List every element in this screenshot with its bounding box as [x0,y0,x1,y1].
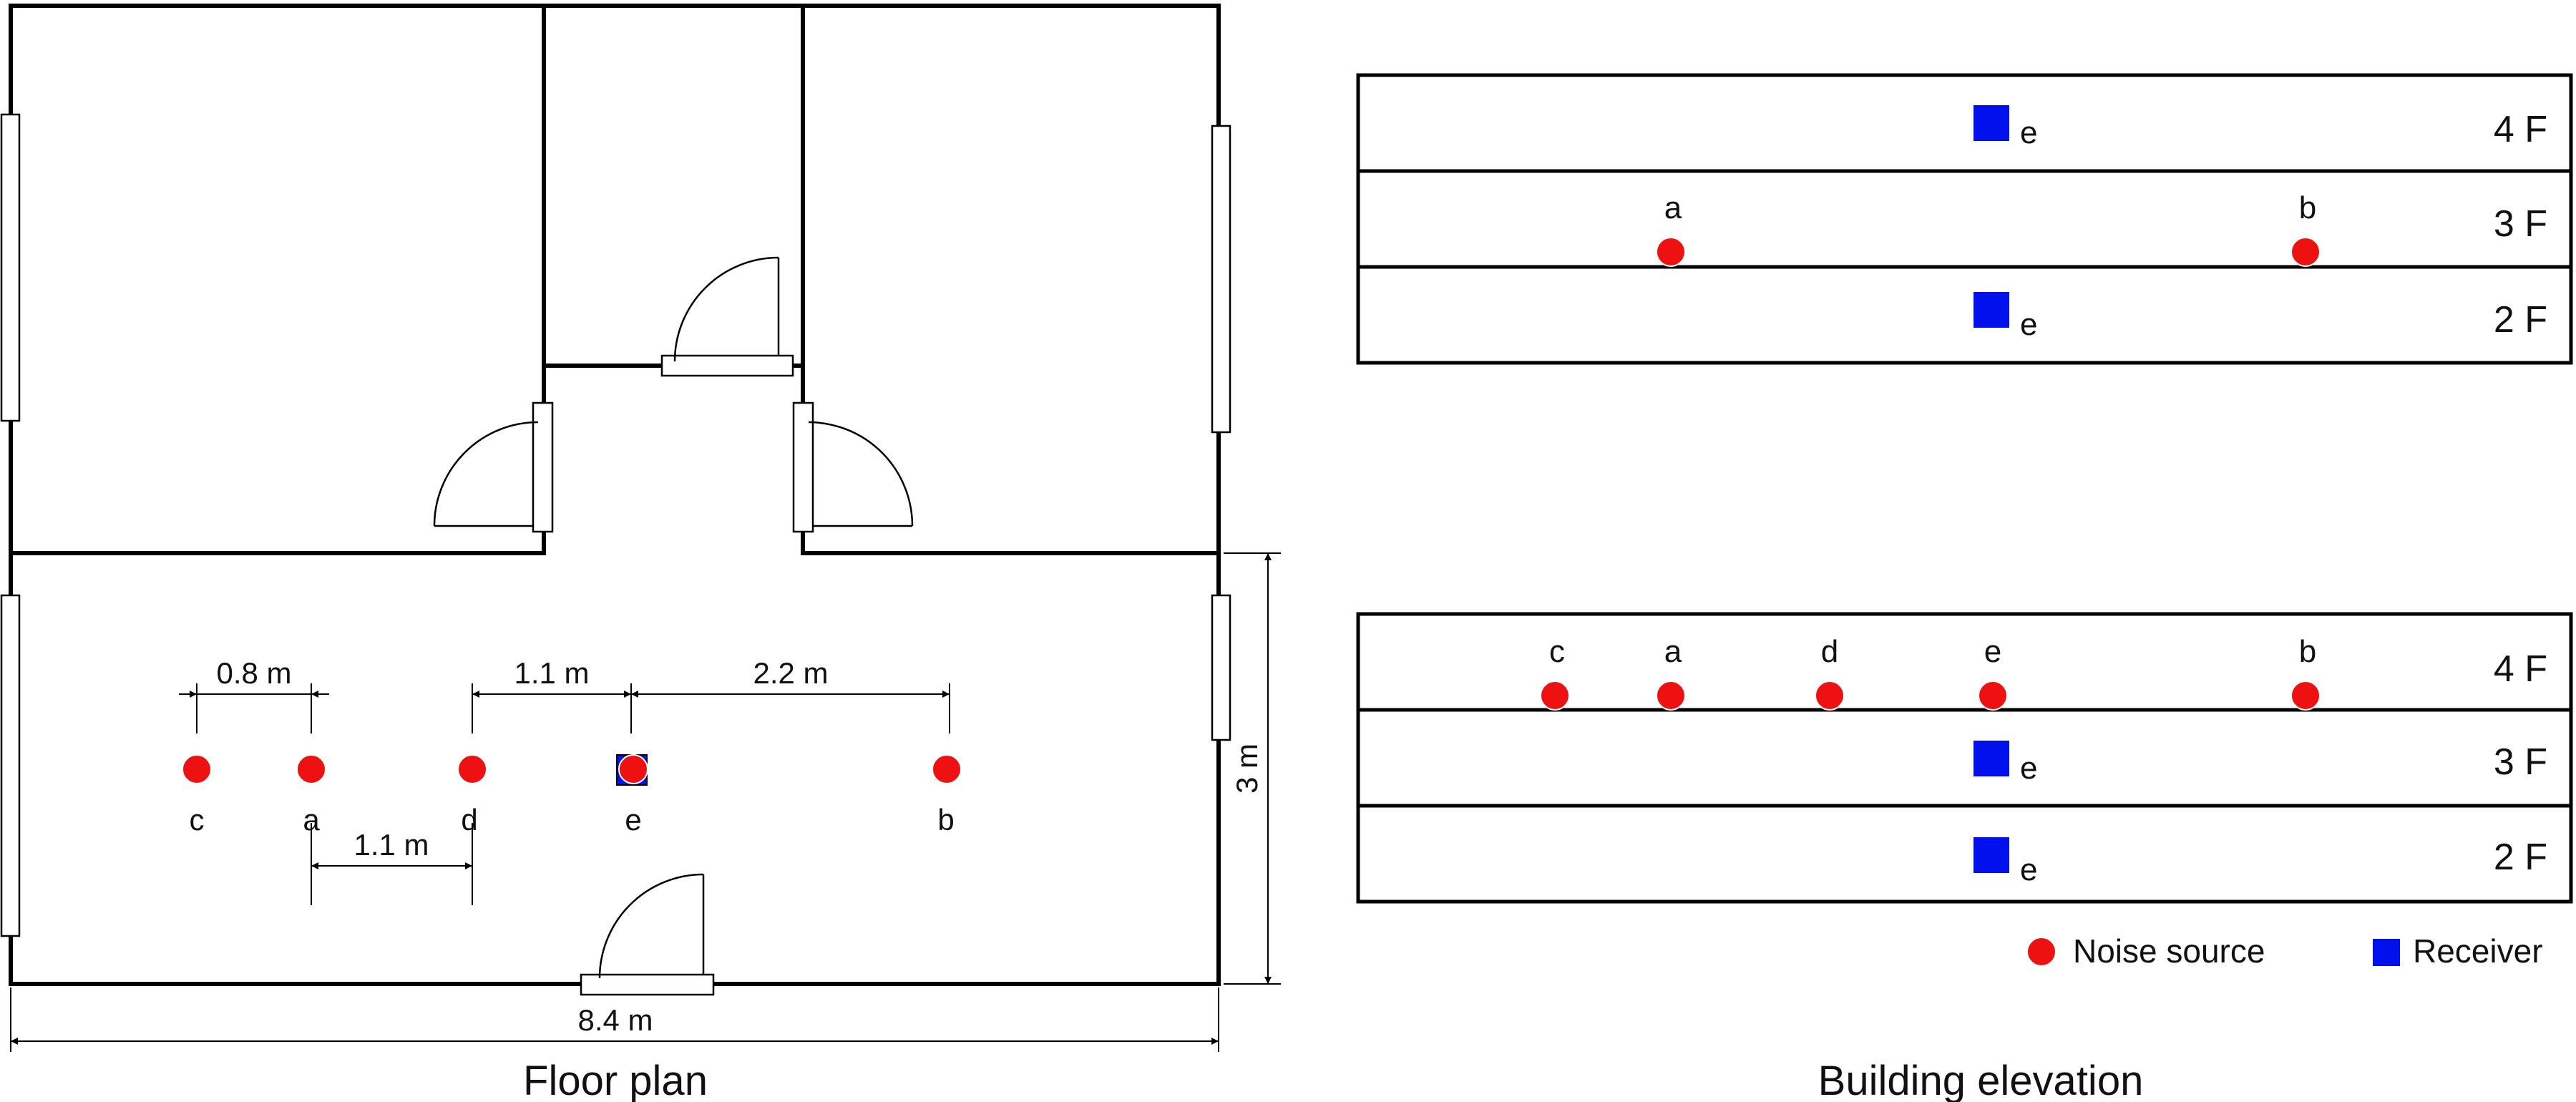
elevation-upper-receiver-4f [1974,105,2009,141]
outer-wall [9,4,1221,986]
dim-c-to-a: 0.8 m [179,656,329,733]
floor-plan-caption: Floor plan [523,1058,708,1102]
door-left [433,401,554,533]
elevation-lower-source-label-b: b [2299,634,2316,669]
elevation-lower-source-a [1656,681,1686,711]
floor-plan: 0.8 m 1.1 m 2.2 m 1.1 m 8.4 m [0,4,1281,1102]
elevation-upper-source-label-b: b [2299,190,2316,225]
elevation-upper-source-label-a: a [1664,190,1682,225]
elevation-lower-source-label-c: c [1549,634,1565,669]
elevation-lower-source-c [1540,681,1570,711]
elevation-lower-floor-label-2: 2 F [2494,837,2547,878]
dim-label-c-to-a: 0.8 m [216,656,291,690]
door-bottom [580,873,715,996]
elevation-lower-source-e [1978,681,2008,711]
dim-label-a-to-d: 1.1 m [353,828,429,862]
source-label-a: a [303,803,320,837]
source-label-c: c [190,803,205,837]
dim-width: 8.4 m [10,988,1219,1052]
elevation-lower-source-label-d: d [1821,634,1838,669]
source-marker-b [932,754,962,784]
legend-noise-source-label: Noise source [2073,932,2265,970]
elevation-upper-floor-label-4: 4 F [2494,109,2547,150]
elevation-upper-source-b [2290,237,2321,267]
elevation-lower-floor-2 [1356,804,2573,904]
dim-label-d-to-e: 1.1 m [514,656,589,690]
dim-label-e-to-b: 2.2 m [753,656,828,690]
window-left-upper [0,113,21,422]
source-marker-e [618,754,648,784]
source-label-d: d [461,803,477,837]
window-right-lower [1211,594,1231,741]
elevation-lower-source-label-e: e [1984,634,2001,669]
dim-depth: 3 m [1224,552,1281,985]
legend-receiver-icon [2373,939,2400,966]
legend: Noise source Receiver [2026,932,2543,970]
dim-label-width: 8.4 m [577,1003,653,1037]
elevation-lower-floor-3 [1356,708,2573,808]
source-marker-a [296,754,326,784]
floor-plan-points: c a d e b [182,754,962,837]
elevation-lower: 4 F 3 F 2 F c a d e b e e [1356,612,2573,904]
elevation-lower-receiver-label-2f: e [2020,852,2037,887]
elevation-lower-source-b [2290,681,2321,711]
elevation-lower-receiver-3f [1974,741,2009,776]
window-right-upper [1211,125,1231,434]
elevation-lower-source-d [1815,681,1845,711]
source-marker-c [182,754,212,784]
elevation-lower-receiver-2f [1974,837,2009,873]
elevation-upper-floor-3 [1356,169,2573,269]
elevation-upper-receiver-2f [1974,292,2009,328]
source-marker-d [457,754,487,784]
window-left-lower [0,594,21,937]
door-top [660,256,794,377]
elevation-upper-floor-4 [1356,73,2573,173]
building-elevation-caption: Building elevation [1818,1058,2144,1102]
legend-receiver-label: Receiver [2413,932,2543,970]
dim-a-to-d: 1.1 m [311,823,473,905]
doors [433,256,914,996]
door-right [792,401,914,533]
elevation-upper-receiver-label-4f: e [2020,115,2037,150]
elevation-upper: 4 F 3 F 2 F e e a b [1356,73,2573,365]
dim-label-depth: 3 m [1230,743,1264,794]
source-label-b: b [937,803,954,837]
elevation-upper-receiver-label-2f: e [2020,307,2037,342]
interior-walls [9,4,1221,555]
windows [0,113,1231,937]
elevation-lower-source-label-a: a [1664,634,1682,669]
legend-noise-source-icon [2026,937,2057,967]
source-label-e: e [625,803,641,837]
elevation-lower-receiver-label-3f: e [2020,751,2037,786]
elevation-lower-floor-label-4: 4 F [2494,648,2547,690]
dim-d-to-e: 1.1 m [472,656,632,733]
elevation-lower-floor-label-3: 3 F [2494,741,2547,783]
elevation-upper-floor-2 [1356,265,2573,365]
elevation-upper-floor-label-2: 2 F [2494,299,2547,341]
elevation-upper-source-a [1656,237,1686,267]
dim-e-to-b: 2.2 m [631,656,950,733]
elevation-upper-floor-label-3: 3 F [2494,203,2547,245]
